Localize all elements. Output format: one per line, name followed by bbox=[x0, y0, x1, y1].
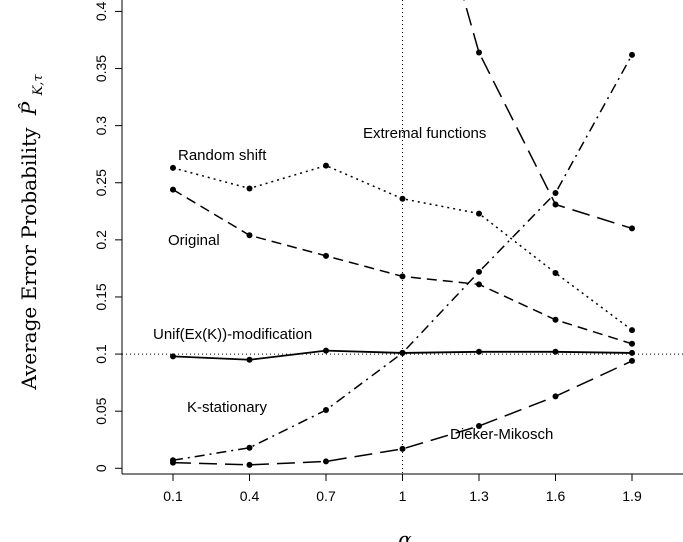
data-point-k-stationary bbox=[476, 268, 482, 275]
series-line-random-shift bbox=[172, 164, 633, 331]
series-label-extremal-functions: Extremal functions bbox=[363, 125, 486, 142]
y-axis-title-text: Average Error Probability bbox=[17, 127, 41, 391]
data-point-original bbox=[476, 281, 482, 288]
data-point-extremal-functions bbox=[476, 49, 482, 56]
data-point-dieker-mikosch bbox=[476, 423, 482, 430]
x-axis: 0.1 0.4 0.7 1 1.3 1.6 1.9 bbox=[163, 474, 642, 504]
y-tick-label: 0.35 bbox=[93, 55, 109, 82]
y-tick-label: 0.05 bbox=[93, 397, 109, 424]
data-point-unif-ex-k-modification bbox=[323, 347, 329, 354]
x-tick-label: 1 bbox=[399, 488, 407, 504]
x-tick-label: 0.1 bbox=[163, 488, 183, 504]
x-tick-label: 1.9 bbox=[622, 488, 642, 504]
series-line-extremal-functions bbox=[463, 0, 633, 230]
data-point-dieker-mikosch bbox=[399, 445, 406, 452]
data-point-unif-ex-k-modification bbox=[170, 353, 176, 360]
data-point-dieker-mikosch bbox=[629, 357, 635, 364]
data-point-random-shift bbox=[323, 162, 329, 169]
x-tick-label: 0.7 bbox=[316, 488, 336, 504]
x-tick-label: 1.6 bbox=[546, 488, 566, 504]
data-point-random-shift bbox=[399, 195, 406, 202]
data-point-k-stationary bbox=[246, 444, 253, 451]
series-labels: Random shift Original Unif(Ex(K))-modifi… bbox=[153, 125, 553, 443]
data-point-random-shift bbox=[170, 164, 176, 171]
data-point-dieker-mikosch bbox=[246, 461, 253, 468]
x-axis-title: α bbox=[398, 527, 412, 542]
data-point-original bbox=[629, 340, 635, 347]
y-axis: 0 0.05 0.1 0.15 0.2 0.25 0.3 0.35 0.4 bbox=[93, 1, 122, 472]
data-point-k-stationary bbox=[629, 51, 635, 58]
data-point-extremal-functions bbox=[629, 225, 635, 232]
data-point-unif-ex-k-modification bbox=[552, 348, 559, 355]
data-point-dieker-mikosch bbox=[170, 459, 176, 466]
series-layer bbox=[170, 0, 635, 468]
y-tick-label: 0 bbox=[93, 464, 109, 472]
data-point-random-shift bbox=[629, 327, 635, 334]
data-point-extremal-functions bbox=[552, 201, 559, 208]
data-point-original bbox=[170, 186, 176, 193]
data-point-original bbox=[323, 252, 329, 259]
data-point-original bbox=[552, 316, 559, 323]
y-axis-title-symbol: P̂ bbox=[17, 101, 41, 116]
data-point-dieker-mikosch bbox=[323, 458, 329, 465]
series-label-k-stationary: K-stationary bbox=[187, 399, 268, 416]
data-point-random-shift bbox=[246, 185, 253, 192]
y-tick-label: 0.15 bbox=[93, 283, 109, 310]
series-label-dieker-mikosch: Dieker-Mikosch bbox=[450, 426, 553, 443]
x-tick-label: 1.3 bbox=[469, 488, 489, 504]
y-axis-title-subscript: K,τ bbox=[31, 74, 46, 97]
data-point-dieker-mikosch bbox=[552, 393, 559, 400]
data-point-k-stationary bbox=[323, 407, 329, 414]
data-point-random-shift bbox=[552, 269, 559, 276]
y-tick-label: 0.4 bbox=[93, 1, 109, 21]
y-axis-title: Average Error Probability P̂ K,τ bbox=[17, 74, 46, 391]
y-tick-label: 0.25 bbox=[93, 169, 109, 196]
data-point-random-shift bbox=[476, 210, 482, 217]
y-tick-label: 0.1 bbox=[93, 344, 109, 364]
series-label-unif-modification: Unif(Ex(K))-modification bbox=[153, 326, 312, 343]
series-label-original: Original bbox=[168, 232, 220, 249]
data-point-original bbox=[399, 273, 406, 280]
data-point-unif-ex-k-modification bbox=[629, 349, 635, 356]
data-point-unif-ex-k-modification bbox=[246, 356, 253, 363]
series-label-random-shift: Random shift bbox=[178, 147, 267, 164]
data-point-k-stationary bbox=[399, 349, 406, 356]
y-tick-label: 0.2 bbox=[93, 230, 109, 250]
data-point-original bbox=[246, 232, 253, 239]
svg-text:Average Error Probability: Average Error Probability P̂ K,τ bbox=[17, 74, 46, 391]
data-point-k-stationary bbox=[552, 190, 559, 197]
y-tick-label: 0.3 bbox=[93, 116, 109, 136]
x-tick-label: 0.4 bbox=[240, 488, 260, 504]
data-point-unif-ex-k-modification bbox=[476, 348, 482, 355]
